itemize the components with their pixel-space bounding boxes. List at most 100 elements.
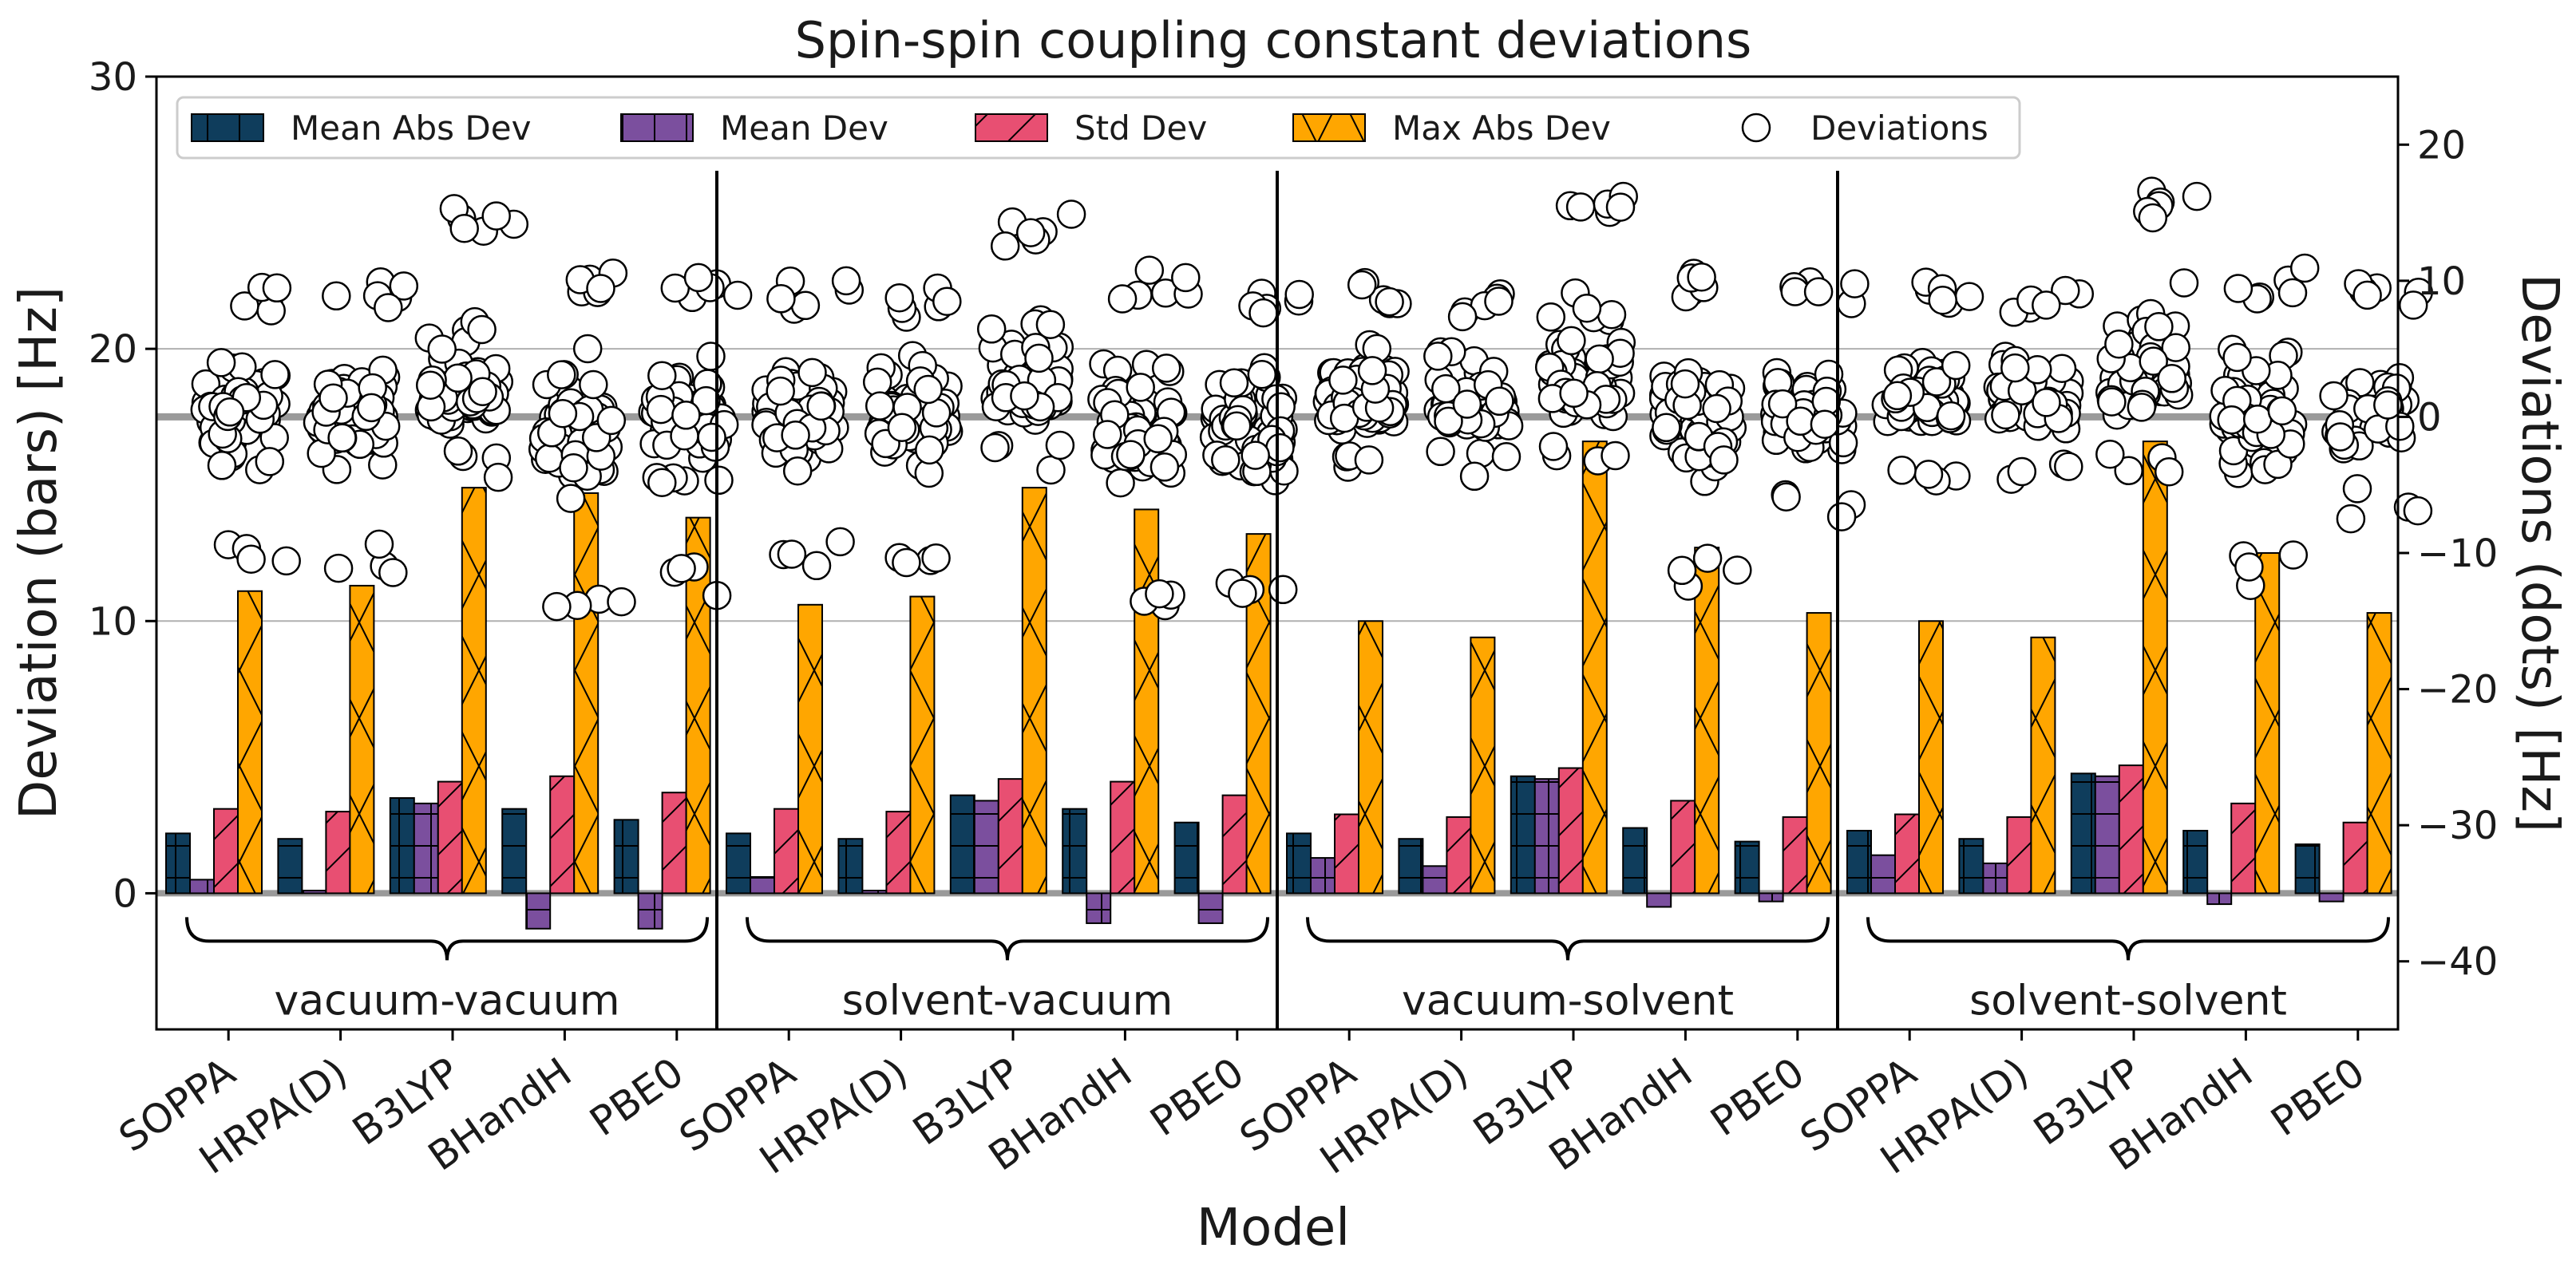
- deviation-dot: [1585, 344, 1614, 374]
- deviation-dot: [2267, 396, 2297, 426]
- deviation-dot: [1284, 279, 1314, 310]
- bar-hatch-sd: [1110, 781, 1135, 894]
- deviation-dot: [1347, 270, 1377, 300]
- deviation-dot: [534, 443, 564, 473]
- deviation-dot: [781, 421, 810, 450]
- deviation-dot: [1145, 579, 1174, 609]
- deviation-dot: [2095, 439, 2125, 469]
- deviation-dot: [207, 451, 237, 480]
- deviation-dot: [2182, 181, 2212, 211]
- deviation-dot: [1670, 369, 1700, 399]
- deviation-dot: [542, 591, 572, 622]
- y-tick-label-left: 30: [89, 55, 137, 100]
- deviation-dot: [1928, 285, 1957, 315]
- deviation-dot: [2127, 393, 2157, 422]
- deviation-dot: [1887, 456, 1917, 485]
- bar-hatch-mad: [1399, 839, 1423, 894]
- bar-hatch-md: [1647, 893, 1672, 907]
- group-label: solvent-solvent: [1969, 977, 2287, 1025]
- legend-hatch-mad: [192, 114, 263, 141]
- deviation-dot: [2325, 422, 2356, 452]
- deviation-dot: [782, 456, 813, 486]
- deviation-dot: [2054, 452, 2083, 481]
- bar-hatch-mad: [278, 839, 303, 894]
- deviation-dot: [1126, 373, 1155, 402]
- bar-hatch-sd: [2007, 816, 2032, 894]
- bar-hatch-max: [1582, 441, 1607, 894]
- deviation-dot: [206, 348, 236, 377]
- deviation-dot: [215, 397, 245, 427]
- bar-hatch-sd: [550, 776, 575, 894]
- deviation-dot: [704, 465, 734, 496]
- deviation-dot: [1702, 393, 1731, 424]
- bar-hatch-max: [1806, 613, 1831, 894]
- deviation-dot: [980, 433, 1010, 463]
- deviation-dot: [1840, 269, 1870, 298]
- deviation-dot: [915, 435, 944, 465]
- bar-hatch-md: [1983, 863, 2008, 894]
- bar-hatch-mad: [1510, 776, 1535, 894]
- deviation-dot: [691, 385, 721, 416]
- deviation-dot: [1107, 284, 1138, 314]
- x-tick-label: PBE0: [582, 1049, 692, 1145]
- bar-hatch-max: [798, 604, 822, 894]
- x-tick-label: PBE0: [1142, 1049, 1252, 1145]
- deviation-dot: [415, 370, 445, 400]
- deviation-dot: [1538, 432, 1569, 461]
- deviation-dot: [1093, 420, 1122, 449]
- y-axis-title-left: Deviation (bars) [Hz]: [10, 286, 69, 820]
- deviation-dot: [271, 546, 301, 576]
- deviation-dot: [2234, 552, 2264, 582]
- bar-hatch-md: [1759, 893, 1783, 902]
- deviation-dot: [378, 558, 408, 587]
- bar-hatch-md: [974, 800, 999, 894]
- deviation-dot: [2336, 504, 2366, 534]
- deviation-dot: [1134, 255, 1165, 285]
- deviation-dot: [2144, 312, 2174, 342]
- bar-hatch-mad: [1959, 839, 1984, 894]
- group-brace: [185, 917, 709, 961]
- bar-hatch-mad: [2183, 830, 2208, 894]
- bar-hatch-mad: [166, 833, 190, 894]
- deviation-dot: [1328, 365, 1358, 395]
- deviation-dot: [1771, 482, 1801, 512]
- legend-hatch-max: [1293, 114, 1365, 141]
- bar-hatch-sd: [2231, 803, 2256, 894]
- deviation-dot: [2319, 381, 2348, 411]
- deviation-dot: [2047, 354, 2077, 383]
- bar-hatch-md: [1534, 779, 1559, 894]
- deviation-dot: [1375, 286, 1404, 317]
- deviation-dot: [2154, 456, 2184, 487]
- deviation-dot: [865, 391, 895, 421]
- deviation-dot: [913, 374, 943, 405]
- deviation-dot: [2342, 474, 2372, 504]
- bar-hatch-mad: [1623, 828, 1648, 894]
- bar-hatch-sd: [2343, 822, 2368, 894]
- deviation-dot: [1459, 461, 1490, 492]
- deviation-dot: [2398, 290, 2428, 320]
- bar-hatch-md: [2207, 893, 2232, 905]
- bar-hatch-mad: [614, 820, 639, 894]
- deviation-dot: [777, 539, 807, 569]
- deviation-dot: [2222, 342, 2252, 373]
- deviation-dot: [2138, 203, 2168, 233]
- deviation-dot: [1767, 389, 1798, 419]
- deviation-dot: [1423, 342, 1453, 371]
- deviation-dot: [892, 547, 921, 578]
- legend-dot-icon: [1741, 113, 1771, 143]
- deviation-dot: [572, 334, 603, 364]
- deviation-dot: [1447, 302, 1478, 332]
- deviation-dot: [1786, 406, 1815, 436]
- deviation-dots: [190, 176, 2433, 622]
- bar-hatch-sd: [886, 812, 911, 894]
- bar-hatch-max: [350, 585, 374, 894]
- group-separators: [715, 171, 1839, 1029]
- bar-hatch-max: [1919, 621, 1943, 894]
- deviation-dot: [1601, 440, 1630, 471]
- deviation-dot: [1991, 400, 2020, 430]
- y-tick-label-right: −10: [2417, 531, 2498, 576]
- deviation-dot: [1605, 192, 1636, 222]
- deviation-dot: [722, 280, 753, 310]
- deviation-dot: [1268, 575, 1298, 605]
- deviation-dot: [1723, 555, 1752, 585]
